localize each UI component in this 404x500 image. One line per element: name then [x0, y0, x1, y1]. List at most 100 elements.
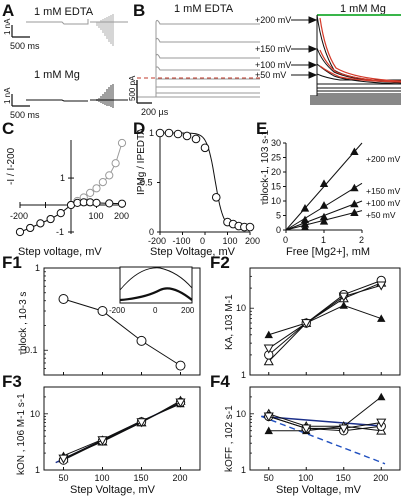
c-ytick-label: 1 — [60, 173, 65, 183]
c-data-point — [105, 199, 114, 208]
panel-b-left-label: 1 mM EDTA — [174, 3, 234, 15]
c-data-point — [92, 198, 101, 207]
panel-a-top-scale-time: 500 ms — [10, 41, 40, 51]
f2-data-point — [339, 301, 348, 309]
f4-data-point — [338, 424, 349, 434]
panel-label-f2: F2 — [210, 253, 230, 272]
d-data-point — [173, 129, 183, 139]
f4-plot-xtick-label: 150 — [336, 473, 351, 483]
panel-b-scale-time: 200 µs — [141, 107, 169, 117]
c-xtick-label: -200 — [10, 211, 28, 221]
e-data-point — [300, 204, 310, 212]
f2-data-point — [338, 292, 349, 302]
e-data-point — [319, 179, 329, 187]
panel-a-top-label: 1 mM EDTA — [34, 6, 94, 18]
d-data-point — [155, 128, 165, 138]
d-ytick-label: 1 — [149, 128, 154, 138]
e-data-point — [319, 201, 329, 209]
c-ytick-label: -1 — [56, 227, 64, 237]
d-data-point — [200, 143, 210, 153]
f4-data-point — [263, 412, 274, 422]
e-xtick-label: 2 — [359, 235, 364, 245]
c-data-point — [15, 227, 25, 237]
panel-b: 1 mM EDTA 500 pA 200 µs 1 mM Mg — [128, 3, 402, 117]
c-data-point — [86, 188, 95, 197]
d-xtick-label: -200 — [148, 236, 166, 246]
f2-data-point — [376, 281, 387, 291]
e-ytick-label: 0 — [276, 225, 281, 235]
panel-b-fit-curves — [319, 17, 402, 83]
f2-series-line — [268, 304, 382, 336]
d-ytick-label: 0 — [149, 227, 154, 237]
f1-series-line — [63, 298, 181, 367]
e-ytick-label: 20 — [271, 167, 281, 177]
e-data-point — [350, 183, 359, 192]
panel-e-xlabel: Free [Mg2+], mM — [286, 246, 370, 258]
f2-series-line — [268, 282, 382, 362]
panel-f4-ylabel: kOFF , 102 s-1 — [224, 405, 235, 472]
c-data-point — [111, 159, 120, 168]
c-data-point — [92, 184, 101, 193]
panel-b-mg-traces — [310, 14, 402, 105]
f4-data-point — [377, 392, 386, 401]
panel-d-ylabel: IPMg / IPEDTA — [136, 128, 147, 195]
panel-f1-inset-tick-2: 200 — [181, 306, 195, 315]
e-ytick-label: 25 — [271, 153, 281, 163]
panel-a-bottom-scale-current: 1 nA — [3, 87, 12, 104]
panel-f2-plot: 1 10 — [236, 267, 401, 380]
f4-dashed-curve — [261, 415, 386, 465]
panel-f2-ylabel: KA, 103 M-1 — [224, 294, 235, 350]
f2-series-line — [268, 280, 382, 356]
c-data-point — [117, 138, 127, 148]
e-xtick-label: 1 — [321, 235, 326, 245]
f3-plot-xtick-label: 100 — [95, 473, 110, 483]
panel-e-line-label-100: +100 mV — [366, 198, 401, 208]
c-data-point — [105, 171, 114, 180]
e-ytick-label: 30 — [271, 138, 281, 148]
e-ytick-label: 5 — [276, 211, 281, 221]
f2-data-point — [263, 356, 274, 366]
panel-b-scale-current: 500 pA — [128, 75, 137, 101]
d-data-point — [182, 131, 192, 141]
f1-plot-ytick-label: 0.1 — [25, 345, 38, 355]
f4-plot-xtick-label: 100 — [298, 473, 313, 483]
panel-a-bottom-label: 1 mM Mg — [34, 69, 80, 81]
panel-b-marker-200: +200 mV — [255, 15, 291, 25]
f2-data-point — [264, 330, 273, 339]
f2-data-point — [301, 319, 312, 329]
panel-f1: 0.1 1 τblock , 10-3 s -200 0 200 — [18, 263, 201, 376]
panel-label-f3: F3 — [2, 372, 22, 391]
panel-label-a: A — [2, 1, 14, 20]
panel-a-edta-spikes — [96, 14, 114, 46]
f3-data-point — [97, 436, 108, 446]
c-data-point — [46, 214, 55, 224]
panel-f1-inset-tick-0: -200 — [109, 306, 126, 315]
panel-c-ylabel: -I / I-200 — [6, 147, 17, 185]
panel-d: -200 -100 0 100 200 0 0.5 1 Step Voltage, mV IP… — [136, 128, 260, 258]
panel-e-line-label-50: +50 mV — [366, 210, 396, 220]
f4-plot-ytick-label: 1 — [241, 465, 246, 475]
c-data-point — [36, 219, 45, 228]
panel-label-d: D — [133, 119, 145, 138]
c-data-point — [26, 223, 35, 233]
panel-f1-ylabel: τblock , 10-3 s — [18, 292, 29, 355]
f3-data-point — [175, 398, 186, 408]
c-data-point — [56, 209, 65, 218]
f3-data-point — [58, 454, 69, 464]
panel-b-marker-100: +100 mV — [255, 60, 291, 70]
panel-f3-xlabel: Step Voltage, mV — [70, 484, 156, 496]
panel-f4-xlabel: Step Voltage, mV — [276, 484, 362, 496]
panel-label-e: E — [256, 119, 267, 138]
panel-d-xlabel: Step Voltage, mV — [150, 246, 236, 258]
f3-plot-xtick-label: 150 — [134, 473, 149, 483]
d-xtick-label: 200 — [245, 236, 260, 246]
e-data-point — [350, 199, 359, 208]
panel-f1-inset-thin-curve — [119, 267, 193, 291]
f4-data-point — [376, 418, 387, 428]
f1-data-point — [136, 335, 147, 346]
f3-plot-ytick-label: 10 — [30, 409, 40, 419]
panel-f1-inset-thick-curve — [119, 287, 193, 302]
panel-label-b: B — [133, 1, 145, 20]
panel-label-f4: F4 — [210, 372, 230, 391]
